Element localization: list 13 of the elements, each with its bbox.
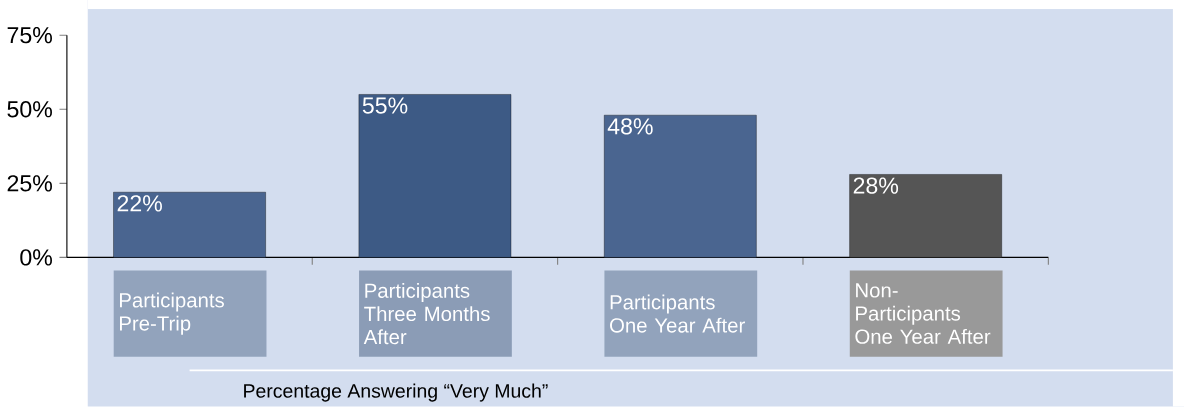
- data-label: 55%: [362, 97, 408, 114]
- y-tick-label: 0%: [20, 249, 52, 266]
- x-tick-label: Participants One Year After: [610, 294, 745, 333]
- x-tick-label: Participants Three Months After: [363, 282, 490, 345]
- y-tick-label: 25%: [7, 175, 52, 192]
- data-label: 28%: [853, 177, 899, 194]
- data-label: 48%: [607, 118, 653, 135]
- x-tick-label: Non-Participants One Year After: [855, 283, 991, 344]
- x-axis-title: Percentage Answering “Very Much”: [244, 383, 548, 402]
- x-tick-label: Participants Pre-Trip: [120, 292, 224, 335]
- y-tick-label: 50%: [7, 101, 52, 118]
- data-label: 22%: [117, 195, 162, 212]
- y-tick-label: 75%: [7, 26, 52, 44]
